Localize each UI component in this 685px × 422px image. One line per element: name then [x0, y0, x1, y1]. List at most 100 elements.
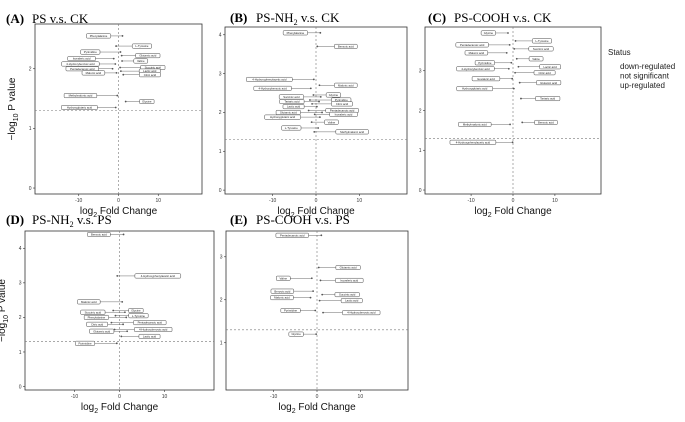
- panel-letter: (B): [230, 10, 247, 25]
- data-point: [310, 121, 313, 124]
- point-label-box: [139, 72, 161, 78]
- x-tick-label: 0: [315, 198, 318, 204]
- point-label-box: [83, 314, 109, 320]
- data-point: [122, 233, 125, 236]
- data-point: [312, 94, 315, 96]
- point-label-box: [342, 310, 381, 316]
- point-label: Phenylalanine: [287, 31, 305, 35]
- data-point: [126, 330, 129, 333]
- point-label-box: [138, 333, 161, 339]
- point-label-box: [539, 64, 561, 70]
- point-label-box: [536, 80, 562, 86]
- point-label-box: [75, 340, 95, 346]
- point-label: Benzoic acid: [274, 289, 290, 293]
- point-label-box: [335, 277, 364, 283]
- legend-title: Status: [608, 48, 631, 57]
- data-point: [309, 99, 311, 101]
- data-point: [119, 51, 122, 53]
- point-label: Hydroxyglutaric acid: [462, 87, 488, 91]
- point-label: 4-Hydroxybenzoic acid: [139, 328, 168, 332]
- point-label: Succinic acid: [339, 293, 356, 297]
- point-label-box: [535, 96, 561, 101]
- data-point: [309, 296, 312, 299]
- y-axis-label: −log10 P value: [0, 279, 10, 342]
- x-tick-label: 0: [512, 198, 515, 204]
- point-label: Malonic acid: [469, 51, 485, 55]
- x-tick-label: 10: [358, 394, 364, 400]
- point-label: Succinic acid: [145, 66, 162, 70]
- data-point: [114, 314, 117, 317]
- point-label-box: [474, 60, 495, 66]
- x-tick-label: 0: [316, 394, 319, 400]
- data-point: [514, 71, 516, 74]
- data-point: [313, 113, 316, 116]
- data-point: [317, 127, 320, 129]
- y-axis-label: −log10 P value: [7, 77, 20, 140]
- data-point: [121, 300, 124, 303]
- panel-letter: (C): [428, 10, 446, 25]
- data-point: [116, 275, 119, 277]
- data-point: [320, 234, 323, 237]
- data-point: [321, 111, 323, 114]
- point-label-box: [86, 33, 112, 39]
- point-label: Glutamic acid: [340, 266, 357, 270]
- y-tick-label: 1: [19, 350, 22, 356]
- data-point: [311, 102, 313, 105]
- data-point: [520, 97, 522, 100]
- point-label: Pentadecanoic acid: [70, 67, 95, 71]
- point-label: 4-Hydroxybenzoic acid: [347, 311, 376, 315]
- plot-frame: [424, 26, 602, 195]
- point-label: L-Tyrosine: [132, 314, 146, 318]
- point-label: Isovaleric acid: [335, 112, 353, 116]
- panel-letter: (E): [230, 212, 247, 227]
- point-label-box: [275, 232, 309, 238]
- y-tick-label: 2: [19, 315, 22, 321]
- point-label: 4-Hydroxyphenylacetic acid: [252, 78, 287, 82]
- point-label-box: [324, 119, 339, 125]
- point-label-box: [533, 70, 556, 76]
- y-tick-label: 1: [219, 149, 222, 155]
- point-label: Hydroxyglutaric acid: [270, 115, 296, 119]
- panel-letter: (A): [6, 11, 24, 26]
- panel-title: PS v.s. CK: [32, 11, 89, 26]
- point-label: Isovaleric acid: [340, 279, 358, 283]
- data-point: [110, 321, 113, 324]
- data-point: [114, 63, 117, 65]
- panel-b: -10 0 10 0 1 2 3 4 (B) PS-NH2 v.s. CK log2 Fold Ch…: [219, 10, 408, 219]
- data-point: [313, 130, 316, 133]
- data-point: [120, 54, 123, 57]
- data-point: [507, 67, 510, 70]
- data-point: [511, 141, 514, 144]
- point-label: Hydroxyglutaric acid: [67, 106, 93, 110]
- point-label-box: [278, 94, 304, 100]
- point-label: Citric acid: [91, 322, 104, 326]
- point-label: Citric acid: [144, 73, 157, 77]
- data-point: [120, 335, 123, 338]
- point-label: Methylmalonic acid: [463, 123, 487, 127]
- panel-letter: (D): [6, 212, 24, 227]
- data-point: [510, 61, 513, 64]
- data-point: [312, 78, 315, 81]
- point-label: Lactic acid: [143, 335, 157, 339]
- point-label-box: [480, 30, 496, 36]
- point-label: Pyrimidine: [84, 50, 98, 54]
- point-label-box: [331, 101, 353, 107]
- y-tick-label: 4: [219, 33, 222, 39]
- data-point: [319, 31, 322, 34]
- point-label: Lactic acid: [287, 105, 301, 109]
- data-point: [322, 311, 324, 314]
- point-label-box: [282, 30, 308, 36]
- point-label-box: [128, 308, 144, 313]
- point-label-box: [134, 327, 173, 332]
- data-point: [318, 100, 320, 103]
- data-point: [315, 105, 318, 108]
- point-label: Pyrimidine: [478, 61, 492, 65]
- plot-frame: [225, 230, 409, 391]
- point-label-box: [131, 43, 152, 49]
- x-tick-label: 10: [552, 198, 558, 204]
- x-tick-label: 0: [118, 394, 121, 400]
- y-tick-label: 3: [220, 255, 223, 261]
- data-point: [508, 43, 511, 46]
- data-point: [122, 73, 125, 76]
